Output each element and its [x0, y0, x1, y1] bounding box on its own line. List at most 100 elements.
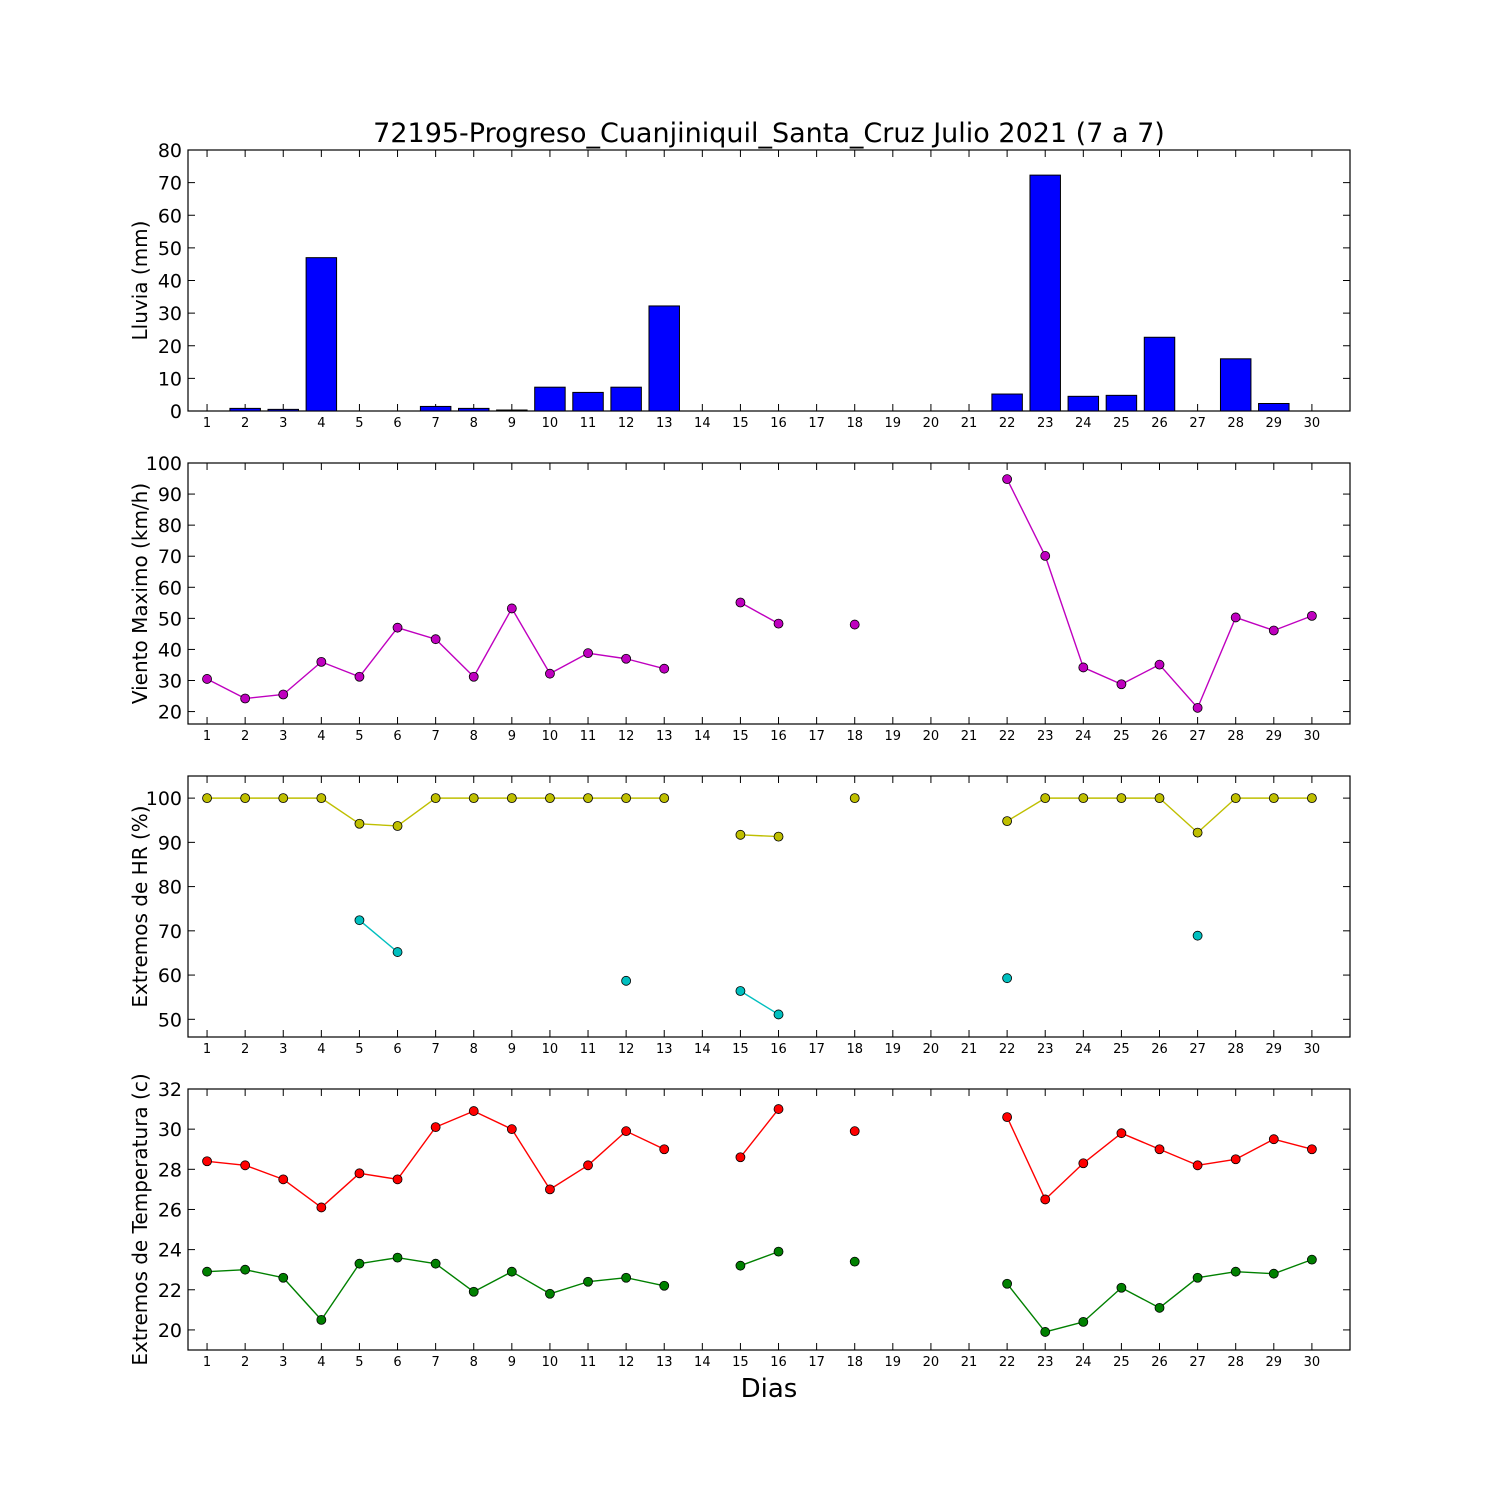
temperature-series-2-point — [1192, 1272, 1203, 1283]
temperature-series-2-point — [430, 1258, 441, 1269]
temperature-xtick-label: 30 — [1304, 1355, 1321, 1370]
temperature-series-1-segment — [435, 1110, 475, 1128]
humidity-series-1-point — [240, 793, 251, 804]
temperature-xtick-label: 14 — [694, 1355, 711, 1370]
humidity-series-1-segment — [359, 823, 398, 827]
humidity-series-1-point — [621, 793, 632, 804]
temperature-series-1-segment — [549, 1164, 589, 1190]
humidity-series-1-point — [1230, 793, 1241, 804]
humidity-ytick-label: 90 — [158, 832, 182, 854]
temperature-series-1-point — [773, 1104, 784, 1114]
chart-title: 72195-Progreso_Cuanjiniquil_Santa_Cruz J… — [373, 118, 1165, 149]
temperature-series-1-point — [240, 1160, 251, 1171]
temperature-series-2-segment — [587, 1277, 627, 1283]
humidity-y-axis-label: Extremos de HR (%) — [128, 805, 152, 1007]
rain-bar — [1029, 174, 1061, 412]
temperature-series-2-point — [1268, 1268, 1279, 1279]
humidity-series-1-segment — [1159, 797, 1199, 834]
humidity-xtick-label: 18 — [846, 1042, 863, 1057]
temperature-xtick-label: 15 — [732, 1355, 749, 1370]
humidity-series-1-point — [773, 831, 784, 842]
temperature-xtick-label: 13 — [656, 1355, 673, 1370]
rain-bar — [1219, 358, 1252, 412]
temperature-series-1-segment — [1197, 1158, 1236, 1166]
temperature-series-2-point — [1307, 1254, 1317, 1265]
wind-series-1-point — [583, 648, 593, 659]
temperature-series-2-point — [468, 1286, 479, 1297]
temperature-series-1-point — [506, 1124, 517, 1135]
rain-xtick-label: 9 — [508, 416, 516, 431]
humidity-xtick-label: 28 — [1227, 1042, 1244, 1057]
wind-xtick-label: 26 — [1151, 729, 1168, 744]
wind-xtick-label: 5 — [355, 729, 363, 744]
rain-xtick-label: 19 — [885, 416, 902, 431]
rain-xtick-label: 22 — [999, 416, 1016, 431]
wind-xtick-label: 1 — [203, 729, 211, 744]
temperature-xtick-label: 18 — [846, 1355, 863, 1370]
wind-series-1-segment — [587, 652, 627, 660]
rain-xtick-label: 18 — [846, 416, 863, 431]
temperature-series-1-point — [1307, 1144, 1317, 1155]
humidity-series-1-segment — [1197, 797, 1237, 834]
wind-xtick-label: 2 — [241, 729, 249, 744]
temperature-series-2-segment — [1006, 1283, 1046, 1333]
temperature-series-1-segment — [1159, 1148, 1198, 1166]
humidity-xtick-label: 22 — [999, 1042, 1016, 1057]
temperature-series-2-point — [506, 1266, 517, 1277]
humidity-series-1-segment — [320, 797, 360, 825]
temperature-xtick-label: 19 — [885, 1355, 902, 1370]
rain-bar — [534, 386, 566, 412]
wind-series-1-point — [506, 603, 517, 614]
humidity-series-2-point — [735, 986, 746, 996]
temperature-series-1-point — [278, 1174, 289, 1185]
rain-ytick-label: 70 — [158, 173, 182, 195]
temperature-xtick-label: 27 — [1189, 1355, 1206, 1370]
rain-xtick-label: 8 — [470, 416, 478, 431]
wind-series-1-point — [545, 668, 555, 679]
temperature-series-2-point — [316, 1314, 327, 1325]
temperature-series-1-segment — [320, 1172, 360, 1208]
humidity-series-1-point — [1192, 827, 1203, 838]
temperature-series-1-point — [430, 1122, 441, 1133]
temperature-series-2-point — [1154, 1302, 1165, 1313]
rain-xtick-label: 25 — [1113, 416, 1130, 431]
wind-series-1-point — [1268, 625, 1279, 636]
wind-y-axis-label: Viento Maximo (km/h) — [128, 483, 152, 704]
temperature-xtick-label: 23 — [1037, 1355, 1054, 1370]
temperature-series-2-segment — [397, 1256, 436, 1265]
wind-series-1-point — [1154, 659, 1165, 670]
temperature-series-1-point — [392, 1174, 403, 1185]
wind-series-1-segment — [1158, 664, 1199, 709]
humidity-ytick-label: 50 — [158, 1009, 182, 1031]
wind-xtick-label: 18 — [846, 729, 863, 744]
wind-series-1-point — [1002, 474, 1013, 485]
humidity-xtick-label: 26 — [1151, 1042, 1168, 1057]
temperature-series-2-segment — [473, 1271, 513, 1293]
wind-series-1-segment — [1121, 664, 1160, 685]
temperature-series-2-segment — [320, 1263, 361, 1321]
wind-series-1-point — [202, 674, 212, 684]
humidity-xtick-label: 27 — [1189, 1042, 1206, 1057]
wind-series-1-point — [392, 622, 403, 633]
rain-xtick-label: 24 — [1075, 416, 1092, 431]
temperature-series-2-point — [392, 1252, 403, 1263]
temperature-series-1-point — [1040, 1194, 1051, 1205]
temperature-xtick-label: 8 — [470, 1355, 478, 1370]
wind-xtick-label: 21 — [961, 729, 978, 744]
temperature-series-2-segment — [1121, 1287, 1160, 1309]
temperature-series-1-point — [621, 1126, 632, 1137]
temperature-series-2-segment — [1197, 1271, 1236, 1279]
humidity-xtick-label: 7 — [431, 1042, 439, 1057]
temperature-series-1-point — [659, 1144, 670, 1155]
humidity-series-2-point — [354, 915, 365, 926]
humidity-ytick-label: 60 — [158, 965, 182, 987]
temperature-ytick-label: 20 — [158, 1320, 182, 1342]
temperature-series-2-segment — [435, 1263, 475, 1293]
temperature-series-1-point — [316, 1202, 327, 1213]
temperature-series-1-point — [1002, 1112, 1013, 1123]
wind-xtick-label: 22 — [999, 729, 1016, 744]
humidity-xtick-label: 6 — [393, 1042, 401, 1057]
humidity-series-1-point — [735, 829, 746, 840]
